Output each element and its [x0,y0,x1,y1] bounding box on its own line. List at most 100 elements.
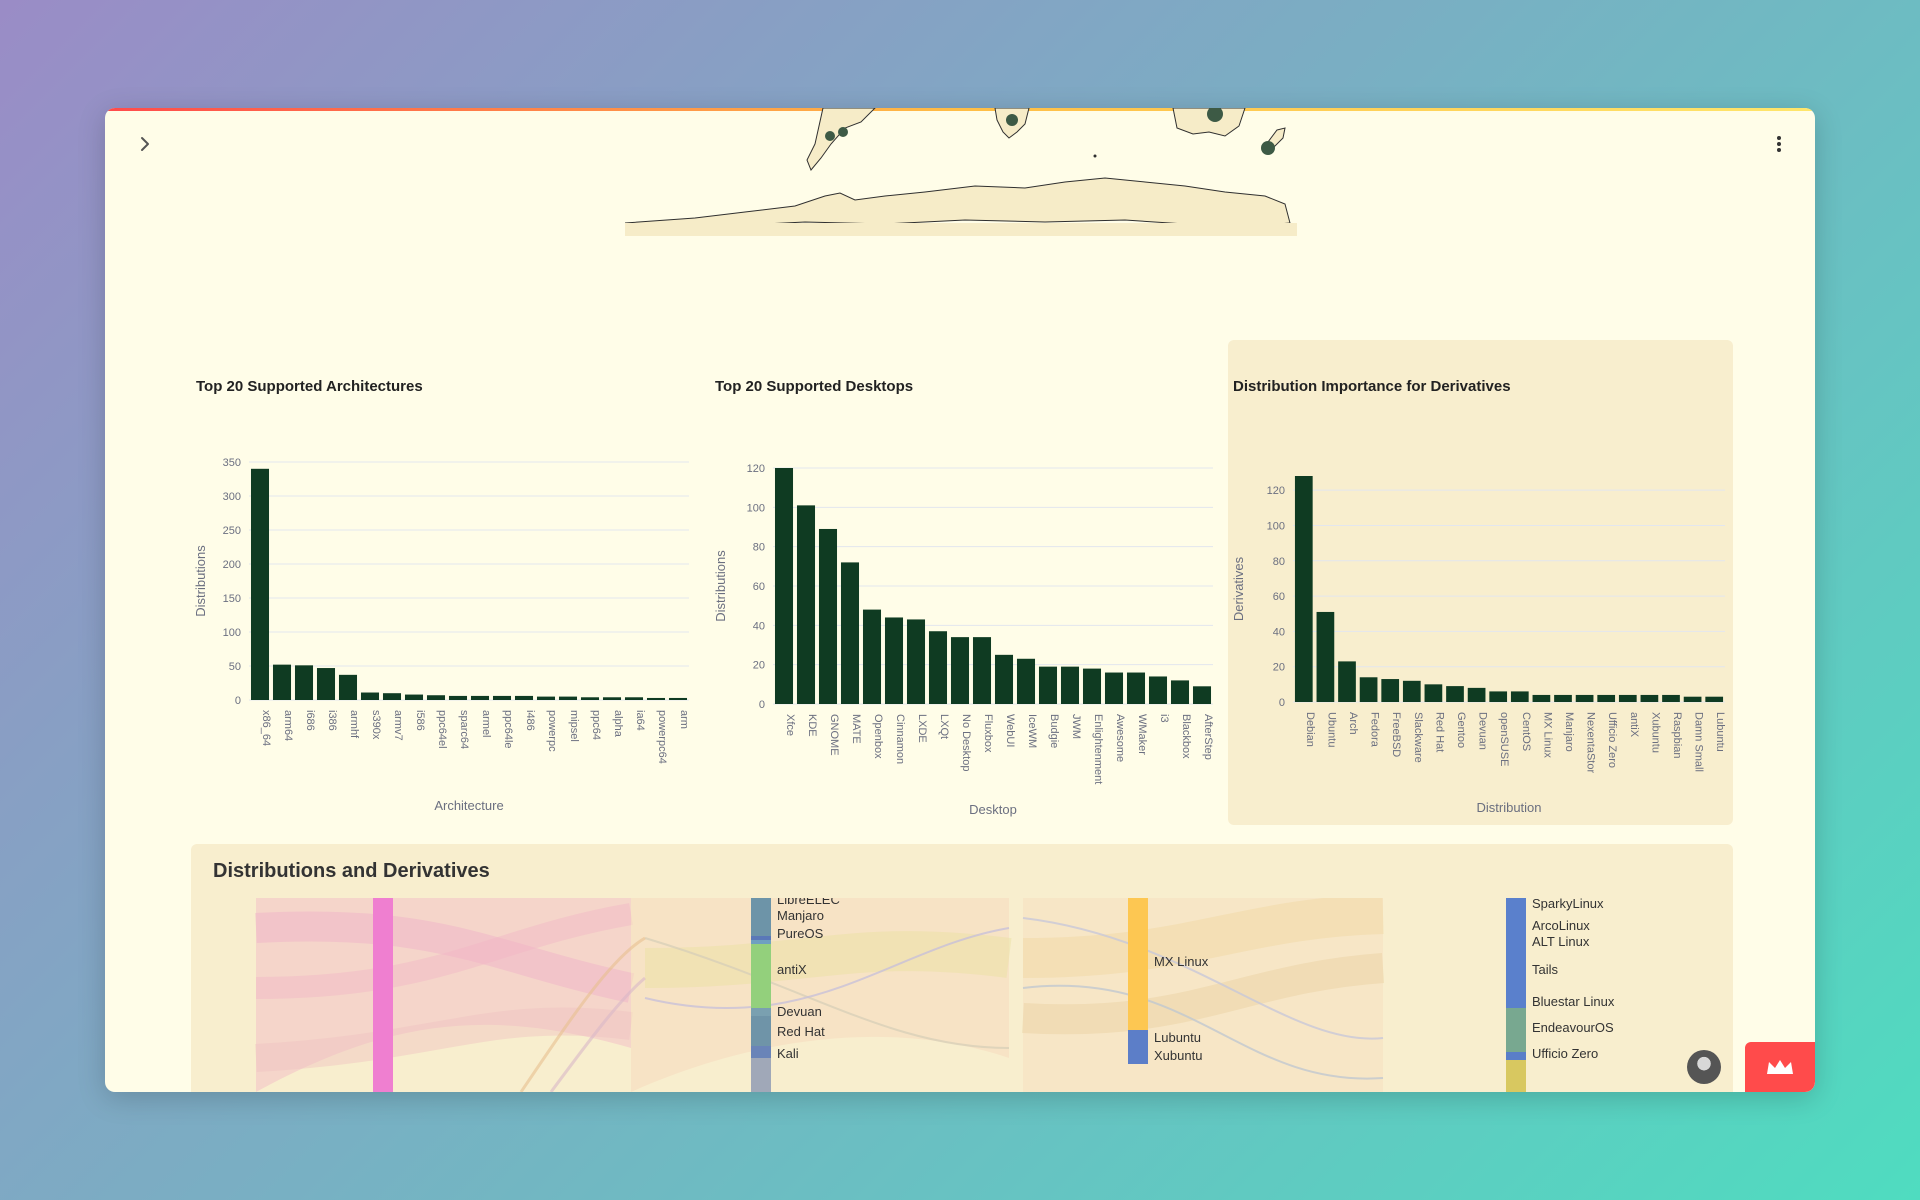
bar-afterstep[interactable] [1192,686,1212,704]
bar-x86-64[interactable] [250,468,270,700]
bar-budgie[interactable] [1038,666,1058,704]
bar-ia64[interactable] [624,697,644,700]
bar-freebsd[interactable] [1381,679,1400,702]
bar-icewm[interactable] [1016,658,1036,704]
x-tick-label: IceWM [1026,714,1038,748]
bar-no-desktop[interactable] [950,637,970,704]
bar-opensuse[interactable] [1489,691,1508,702]
bar-i386[interactable] [316,668,336,700]
x-tick-label: Ubuntu [1325,712,1337,747]
bar-gnome[interactable] [818,528,838,704]
x-tick-label: No Desktop [960,714,972,771]
bar-i586[interactable] [404,694,424,700]
x-tick-label: WebUI [1004,714,1016,747]
bar-enlightenment[interactable] [1082,668,1102,704]
bar-powerpc[interactable] [536,696,556,700]
bar-arm[interactable] [668,697,688,700]
sankey-label-arcolinux: ArcoLinux [1532,918,1590,933]
x-tick-label: Devuan [1477,712,1489,750]
bar-armel[interactable] [470,695,490,700]
bar-i3[interactable] [1148,676,1168,704]
bar-mx-linux[interactable] [1532,694,1551,702]
x-tick-label: Ufficio Zero [1606,712,1618,768]
x-tick-label: Damn Small [1693,712,1705,772]
bar-mipsel[interactable] [558,696,578,700]
bar-lxde[interactable] [906,619,926,704]
bar-manjaro[interactable] [1554,694,1572,702]
bar-ubuntu[interactable] [1316,611,1335,702]
bar-kde[interactable] [796,505,816,704]
bar-i686[interactable] [294,665,314,700]
chevron-right-icon[interactable] [133,132,157,156]
app-window: Top 20 Supported Architectures 0 50 100 150… [105,108,1815,1092]
x-tick-label: openSUSE [1498,712,1510,766]
bar-awesome[interactable] [1104,672,1124,704]
bar-blackbox[interactable] [1170,680,1190,704]
sankey-label-pureos: PureOS [777,926,824,941]
x-tick-label: i3 [1158,714,1170,723]
bar-fedora[interactable] [1359,677,1378,702]
x-tick-label: antiX [1628,712,1640,738]
y-tick-label: 150 [223,593,241,605]
bar-xubuntu[interactable] [1640,694,1659,702]
chart-architectures[interactable]: 0 50 100 150 200 250 300 350 x86_64 arm64 i686 i386… [191,438,701,828]
bar-raspbian[interactable] [1662,694,1680,702]
bar-lxqt[interactable] [928,631,948,704]
avatar[interactable] [1687,1050,1721,1084]
y-axis-label: Distributions [193,545,208,617]
x-tick-label: Debian [1304,712,1316,747]
bar-ppc64el[interactable] [426,695,446,700]
streamlit-badge-button[interactable] [1745,1042,1815,1092]
bar-lubuntu[interactable] [1705,696,1724,702]
sankey-label-libreelec: LibreELEC [777,898,840,907]
x-tick-label: Openbox [872,714,884,759]
x-tick-label: Fedora [1369,712,1381,748]
y-tick-label: 100 [223,627,241,639]
bar-s390x[interactable] [360,692,380,700]
bar-ppc64[interactable] [580,697,600,700]
more-vertical-icon[interactable] [1769,132,1789,156]
bar-xfce[interactable] [774,468,794,704]
x-tick-label: sparc64 [458,710,470,749]
bar-gentoo[interactable] [1446,686,1464,702]
x-tick-label: powerpc [546,710,558,752]
bar-arch[interactable] [1338,661,1356,702]
sankey-diagram[interactable]: LibreELEC Manjaro PureOS antiX Devuan Re… [191,898,1733,1092]
bar-jwm[interactable] [1060,666,1080,704]
x-tick-label: Xfce [784,714,796,736]
bar-fluxbox[interactable] [972,637,992,704]
sankey-label-altlinux: ALT Linux [1532,934,1590,949]
bar-debian[interactable] [1294,476,1313,702]
bar-slackware[interactable] [1402,680,1421,702]
bar-sparc64[interactable] [448,695,468,700]
x-tick-label: AfterStep [1202,714,1214,760]
bar-damn-small[interactable] [1683,696,1702,702]
bar-alpha[interactable] [602,697,622,700]
bar-wmaker[interactable] [1126,672,1146,704]
bar-powerpc64[interactable] [646,697,666,700]
chart-desktops[interactable]: 0 20 40 60 80 100 120 Xfce KDE GNOME MATE Openbox Ci… [711,438,1221,828]
bar-openbox[interactable] [862,609,882,704]
bar-ppc64le[interactable] [492,695,512,700]
decoration-bar [105,108,1815,111]
bar-ufficio-zero[interactable] [1597,694,1616,702]
bar-devuan[interactable] [1467,687,1486,702]
bar-nexentastor[interactable] [1575,694,1594,702]
bar-webui[interactable] [994,654,1014,704]
bar-arm64[interactable] [272,664,292,700]
x-tick-label: CentOS [1520,712,1532,751]
bar-i486[interactable] [514,695,534,700]
bar-cinnamon[interactable] [884,617,904,704]
bar-centos[interactable] [1510,691,1529,702]
bar-armhf[interactable] [338,674,358,700]
y-tick-label: 0 [235,695,241,707]
bar-red-hat[interactable] [1424,684,1443,702]
x-tick-label: powerpc64 [656,710,668,764]
chart-derivatives[interactable]: 0 20 40 60 80 100 120 Debian Ubuntu Arch Fedora Fre… [1229,438,1734,828]
x-tick-label: ia64 [634,710,646,731]
world-map[interactable] [625,108,1297,236]
bar-armv7[interactable] [382,693,402,700]
y-tick-label: 200 [223,559,241,571]
bar-antix[interactable] [1618,694,1637,702]
bar-mate[interactable] [840,562,860,704]
